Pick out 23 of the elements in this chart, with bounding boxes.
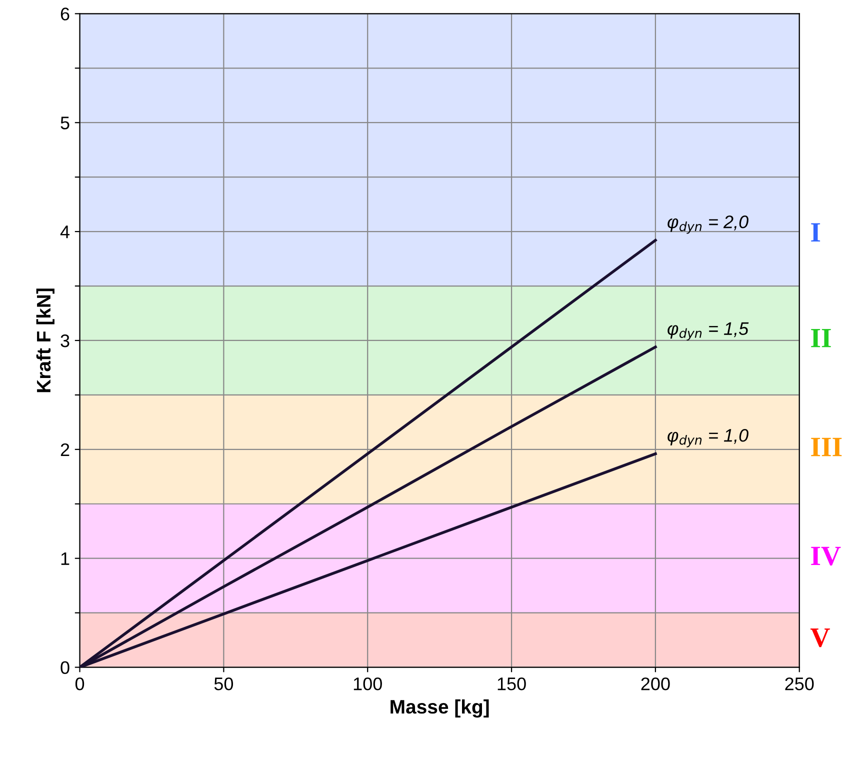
x-tick-label: 250 xyxy=(785,677,814,690)
x-axis-title: Masse [kg] xyxy=(390,699,489,718)
band-label: III xyxy=(811,438,842,456)
y-tick-label: 6 xyxy=(60,8,70,20)
x-tick-label: 200 xyxy=(641,677,670,690)
y-tick-label: 4 xyxy=(60,226,70,238)
band-label: IV xyxy=(811,546,841,566)
y-tick-label: 5 xyxy=(60,116,70,130)
band-label: I xyxy=(811,223,820,242)
band-label: II xyxy=(811,328,831,348)
y-tick-label: 2 xyxy=(60,443,70,456)
series-label: φ$_{dyn}$ = 2,0 xyxy=(668,215,748,234)
series-label: φ$_{dyn}$ = 1,0 xyxy=(668,429,748,448)
series-label: φ$_{dyn}$ = 1,5 xyxy=(668,322,749,340)
x-tick-label: 50 xyxy=(214,677,234,690)
x-tick-label: 100 xyxy=(354,677,382,690)
y-tick-label: 0 xyxy=(60,661,70,674)
band-label: V xyxy=(810,628,830,648)
x-tick-label: 150 xyxy=(498,677,526,690)
y-tick-label: 3 xyxy=(60,334,70,348)
y-tick-label: 1 xyxy=(61,552,70,565)
y-axis-title: Kraft F [kN] xyxy=(36,288,54,392)
x-tick-label: 0 xyxy=(75,677,84,690)
